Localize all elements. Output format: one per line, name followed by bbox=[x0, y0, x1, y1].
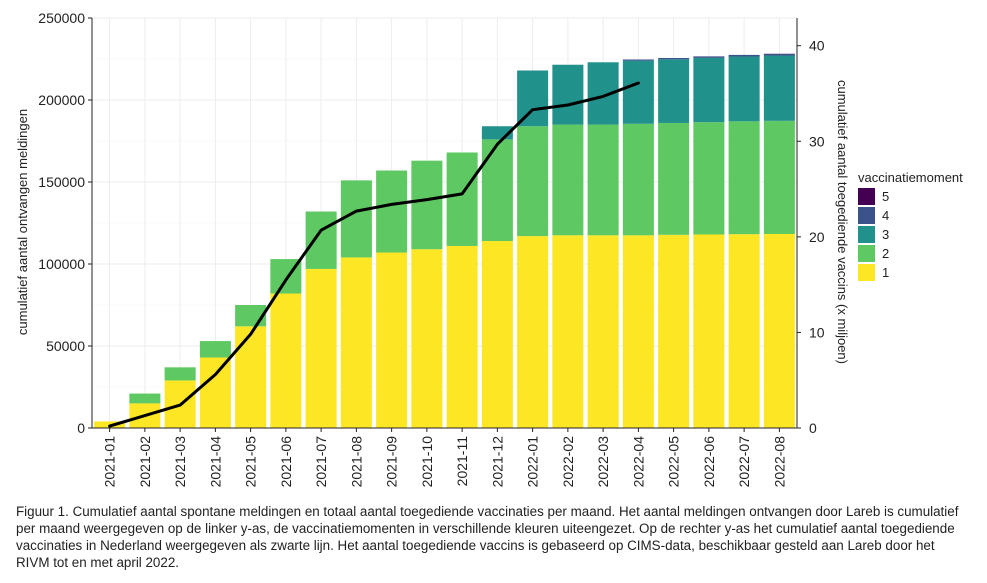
x-tick-label: 2022-01 bbox=[525, 436, 541, 488]
y-tick-label-right: 30 bbox=[809, 133, 825, 149]
bar-segment-2 bbox=[411, 160, 443, 250]
legend-swatch-3 bbox=[858, 226, 875, 243]
y-axis-label-right: cumulatief aantal toegediende vaccins (x… bbox=[835, 80, 850, 364]
bar-segment-2 bbox=[622, 123, 654, 236]
bar-segment-3 bbox=[622, 60, 654, 124]
gridlines bbox=[92, 17, 797, 429]
x-tick-label: 2022-03 bbox=[595, 436, 611, 488]
bar-segment-2 bbox=[693, 122, 725, 235]
bar-segment-2 bbox=[587, 124, 619, 236]
bar-segment-3 bbox=[763, 55, 795, 121]
bar-segment-2 bbox=[305, 211, 337, 269]
bar-segment-1 bbox=[270, 293, 302, 428]
bar-segment-1 bbox=[199, 357, 231, 428]
legend-label-2: 2 bbox=[882, 246, 889, 261]
x-tick-label: 2021-07 bbox=[313, 436, 329, 488]
bar-segment-2 bbox=[164, 367, 196, 381]
vaccine-line-path bbox=[108, 81, 640, 428]
bar-segment-1 bbox=[235, 326, 267, 428]
x-tick-label: 2022-08 bbox=[771, 436, 787, 488]
y-axis-label-left: cumulatief aantal ontvangen meldingen bbox=[15, 109, 30, 335]
legend: vaccinatiemoment 5 4 3 2 1 bbox=[858, 170, 963, 281]
y-tick-label-right: 10 bbox=[809, 324, 825, 340]
bar-segment-2 bbox=[129, 393, 161, 404]
y-tick-label-right: 40 bbox=[809, 38, 825, 54]
bars bbox=[94, 53, 795, 428]
bar-segment-1 bbox=[693, 234, 725, 428]
x-tick-label: 2021-05 bbox=[243, 436, 259, 488]
bar-segment-1 bbox=[446, 245, 478, 428]
axes: 0 50000 100000 150000 200000 250000 0 10 20 30 40 2… bbox=[38, 10, 825, 487]
legend-label-5: 5 bbox=[882, 189, 889, 204]
bar-segment-1 bbox=[622, 235, 654, 428]
x-tick-label: 2022-04 bbox=[630, 436, 646, 488]
x-tick-label: 2021-01 bbox=[102, 436, 118, 488]
x-tick-label: 2022-06 bbox=[701, 436, 717, 488]
bar-segment-3 bbox=[517, 70, 549, 127]
x-tick-label: 2021-06 bbox=[278, 436, 294, 488]
y-tick-label-left: 150000 bbox=[38, 174, 85, 190]
legend-swatch-2 bbox=[858, 245, 875, 262]
y-tick-label-left: 0 bbox=[77, 420, 85, 436]
y-tick-label-left: 200000 bbox=[38, 92, 85, 108]
legend-swatch-5 bbox=[858, 188, 875, 205]
legend-label-4: 4 bbox=[882, 208, 889, 223]
legend-swatch-4 bbox=[858, 207, 875, 224]
bar-segment-2 bbox=[376, 170, 408, 253]
y-tick-label-left: 50000 bbox=[46, 338, 85, 354]
x-tick-label: 2022-07 bbox=[736, 436, 752, 488]
x-tick-label: 2021-03 bbox=[172, 436, 188, 488]
bar-segment-1 bbox=[376, 252, 408, 428]
x-tick-label: 2021-12 bbox=[489, 436, 505, 488]
legend-title: vaccinatiemoment bbox=[858, 170, 963, 185]
bar-segment-2 bbox=[517, 126, 549, 237]
bar-segment-4 bbox=[658, 58, 690, 60]
y-tick-label-right: 0 bbox=[809, 420, 817, 436]
y-tick-label-left: 250000 bbox=[38, 10, 85, 26]
bar-segment-4 bbox=[693, 56, 725, 58]
bar-segment-2 bbox=[340, 180, 372, 258]
bar-segment-2 bbox=[199, 341, 231, 358]
bar-segment-2 bbox=[481, 139, 513, 242]
bar-segment-1 bbox=[305, 268, 337, 428]
y-tick-label-right: 20 bbox=[809, 229, 825, 245]
x-tick-label: 2022-05 bbox=[666, 436, 682, 488]
bar-segment-1 bbox=[517, 236, 549, 428]
x-tick-label: 2021-04 bbox=[207, 436, 223, 488]
x-tick-label: 2021-10 bbox=[419, 436, 435, 488]
bar-segment-2 bbox=[763, 120, 795, 234]
figure-caption: Figuur 1. Cumulatief aantal spontane mel… bbox=[16, 504, 959, 570]
bar-segment-1 bbox=[587, 235, 619, 428]
bar-segment-2 bbox=[728, 121, 760, 235]
x-tick-label: 2021-08 bbox=[348, 436, 364, 488]
bar-segment-1 bbox=[340, 257, 372, 428]
legend-label-1: 1 bbox=[882, 265, 889, 280]
bar-segment-1 bbox=[552, 235, 584, 428]
bar-segment-4 bbox=[728, 54, 760, 57]
bar-segment-3 bbox=[693, 57, 725, 123]
bar-segment-1 bbox=[481, 241, 513, 428]
bar-segment-3 bbox=[552, 64, 584, 125]
bar-segment-1 bbox=[411, 249, 443, 428]
bar-segment-1 bbox=[728, 234, 760, 428]
legend-swatch-1 bbox=[858, 264, 875, 281]
legend-label-3: 3 bbox=[882, 227, 889, 242]
y-tick-label-left: 100000 bbox=[38, 256, 85, 272]
x-tick-label: 2021-09 bbox=[384, 436, 400, 488]
x-tick-label: 2022-02 bbox=[560, 436, 576, 488]
x-tick-label: 2021-02 bbox=[137, 436, 153, 488]
bar-segment-1 bbox=[658, 234, 690, 428]
bar-segment-2 bbox=[658, 122, 690, 235]
chart: 0 50000 100000 150000 200000 250000 0 10 20 30 40 2… bbox=[15, 10, 963, 487]
vaccine-line bbox=[108, 81, 640, 428]
bar-segment-1 bbox=[763, 233, 795, 428]
bar-segment-3 bbox=[658, 59, 690, 123]
bar-segment-4 bbox=[763, 53, 795, 56]
bar-segment-2 bbox=[446, 152, 478, 246]
bar-segment-3 bbox=[728, 56, 760, 122]
x-tick-label: 2021-11 bbox=[454, 436, 470, 487]
bar-segment-2 bbox=[552, 124, 584, 236]
bar-segment-4 bbox=[622, 59, 654, 61]
